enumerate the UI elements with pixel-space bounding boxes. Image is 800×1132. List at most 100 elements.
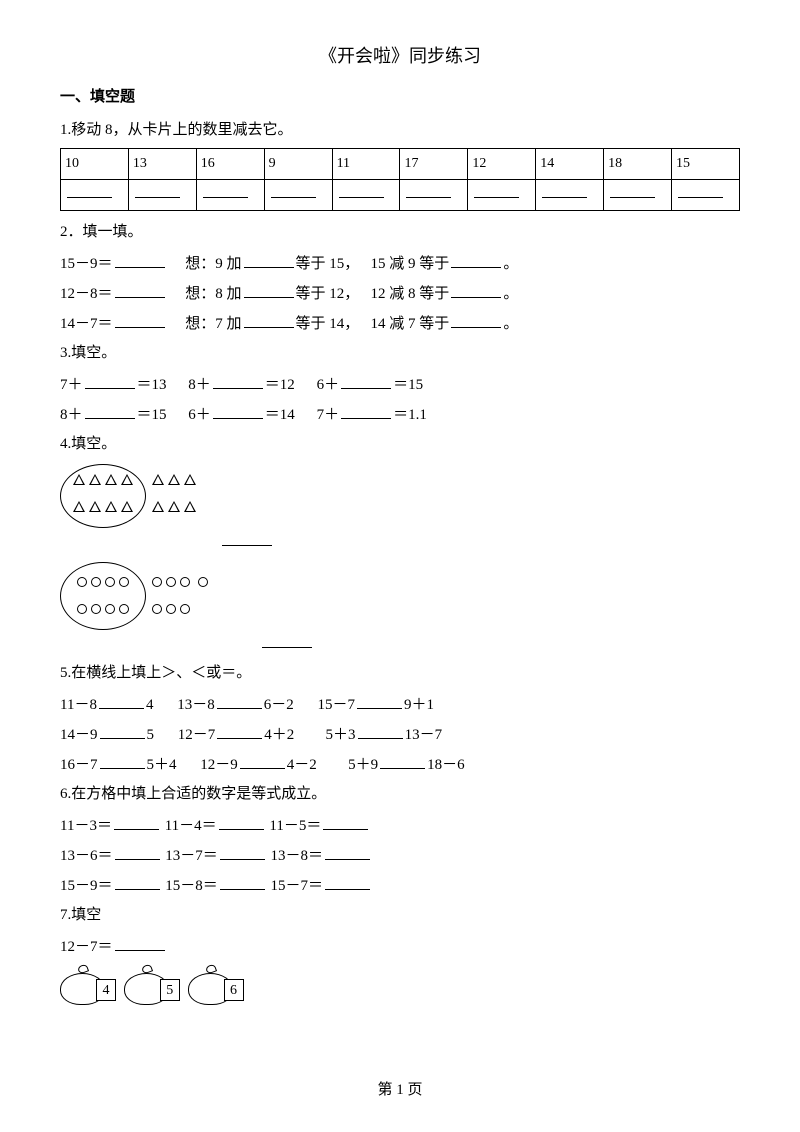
circle-icon — [180, 577, 190, 587]
q7-head: 7.填空 — [60, 902, 740, 929]
blank[interactable] — [114, 812, 159, 830]
blank[interactable] — [203, 182, 248, 199]
triangle-icon — [89, 501, 101, 512]
text: 7＋ — [317, 407, 340, 423]
blank[interactable] — [115, 250, 165, 268]
q4-head: 4.填空。 — [60, 431, 740, 458]
blank[interactable] — [610, 182, 655, 199]
blank[interactable] — [474, 182, 519, 199]
text: 13－7 — [405, 727, 443, 743]
apple-icon: 4 — [60, 965, 120, 1005]
text: 13－8 — [177, 697, 215, 713]
blank[interactable] — [406, 182, 451, 199]
table-row — [61, 179, 740, 210]
text: 等于 12， — [296, 286, 360, 302]
cell: 12 — [468, 149, 536, 179]
blank[interactable] — [100, 721, 145, 739]
text: 12 减 8 等于 — [371, 286, 450, 302]
blank[interactable] — [115, 872, 160, 890]
page-title: 《开会啦》同步练习 — [60, 40, 740, 72]
blank[interactable] — [380, 751, 425, 769]
blank[interactable] — [341, 401, 391, 419]
blank[interactable] — [115, 933, 165, 951]
text: 。 — [503, 316, 518, 332]
circle-icon — [105, 577, 115, 587]
blank[interactable] — [115, 280, 165, 298]
q5-row: 11－84 13－86－2 15－79＋1 — [60, 691, 740, 719]
blank[interactable] — [67, 182, 112, 199]
blank[interactable] — [100, 751, 145, 769]
q5-head: 5.在横线上填上＞、＜或＝。 — [60, 660, 740, 687]
blank[interactable] — [217, 691, 262, 709]
q5-row: 14－95 12－74＋2 5＋313－7 — [60, 721, 740, 749]
blank[interactable] — [451, 280, 501, 298]
circle-icon — [119, 604, 129, 614]
blank[interactable] — [135, 182, 180, 199]
blank[interactable] — [358, 721, 403, 739]
text: 12－7＝ — [60, 939, 113, 955]
blank[interactable] — [271, 182, 316, 199]
blank[interactable] — [244, 310, 294, 328]
blank[interactable] — [85, 371, 135, 389]
text: 5＋4 — [147, 757, 177, 773]
q6-row: 11－3＝ 11－4＝ 11－5＝ — [60, 812, 740, 840]
blank[interactable] — [115, 310, 165, 328]
text: 7＋ — [60, 377, 83, 393]
text: 12－8＝ — [60, 286, 113, 302]
text: ＝15 — [393, 377, 423, 393]
triangle-icon — [184, 501, 196, 512]
blank[interactable] — [222, 528, 272, 546]
blank[interactable] — [85, 401, 135, 419]
blank[interactable] — [115, 842, 160, 860]
text: 4 — [146, 697, 154, 713]
blank[interactable] — [341, 371, 391, 389]
blank[interactable] — [325, 872, 370, 890]
cell: 11 — [332, 149, 400, 179]
text: 5＋9 — [348, 757, 378, 773]
blank[interactable] — [325, 842, 370, 860]
oval-group — [60, 562, 146, 630]
triangle-icon — [184, 474, 196, 485]
text: ＝13 — [137, 377, 167, 393]
cell: 16 — [196, 149, 264, 179]
blank[interactable] — [213, 401, 263, 419]
blank[interactable] — [219, 812, 264, 830]
blank[interactable] — [244, 250, 294, 268]
blank[interactable] — [213, 371, 263, 389]
text: 15－7＝ — [271, 878, 324, 894]
triangle-icon — [152, 501, 164, 512]
text: 4－2 — [287, 757, 317, 773]
blank[interactable] — [99, 691, 144, 709]
cell: 18 — [604, 149, 672, 179]
text: 11－3＝ — [60, 818, 112, 834]
blank[interactable] — [451, 310, 501, 328]
blank[interactable] — [220, 842, 265, 860]
triangle-icon — [152, 474, 164, 485]
blank[interactable] — [240, 751, 285, 769]
blank[interactable] — [542, 182, 587, 199]
q6-row: 15－9＝ 15－8＝ 15－7＝ — [60, 872, 740, 900]
blank[interactable] — [323, 812, 368, 830]
circle-icon — [77, 604, 87, 614]
triangle-icon — [105, 501, 117, 512]
text: 11－5＝ — [269, 818, 321, 834]
blank[interactable] — [217, 721, 262, 739]
circle-icon — [198, 577, 208, 587]
page-footer: 第 1 页 — [0, 1077, 800, 1104]
blank[interactable] — [357, 691, 402, 709]
blank[interactable] — [678, 182, 723, 199]
blank[interactable] — [244, 280, 294, 298]
blank[interactable] — [339, 182, 384, 199]
q6-row: 13－6＝ 13－7＝ 13－8＝ — [60, 842, 740, 870]
blank[interactable] — [451, 250, 501, 268]
section-header: 一、填空题 — [60, 84, 740, 111]
text: 想：9 加 — [185, 256, 241, 272]
apple-value: 6 — [224, 979, 244, 1001]
triangle-icon — [121, 474, 133, 485]
apple-icon: 6 — [188, 965, 248, 1005]
triangle-icon — [121, 501, 133, 512]
text: ＝1.1 — [393, 407, 427, 423]
text: ＝14 — [265, 407, 295, 423]
blank[interactable] — [262, 630, 312, 648]
blank[interactable] — [220, 872, 265, 890]
